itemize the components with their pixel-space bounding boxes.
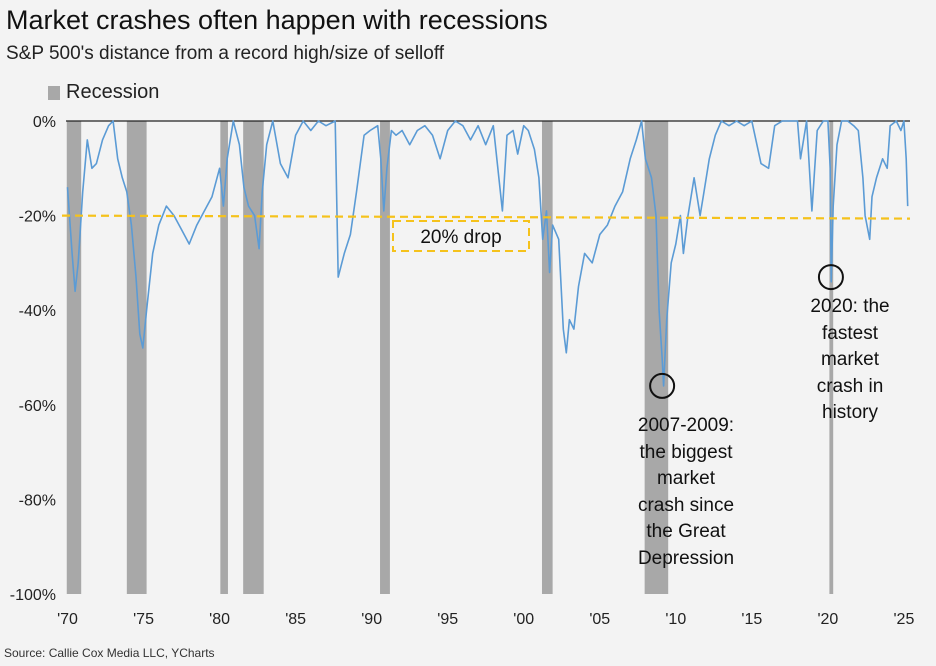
y-tick-label: -80% (19, 492, 56, 509)
annotation-marker (649, 372, 676, 399)
y-tick-label: -40% (19, 303, 56, 320)
x-tick-label: '90 (361, 611, 382, 628)
chart-subtitle: S&P 500's distance from a record high/si… (6, 43, 445, 64)
y-tick-label: -100% (10, 587, 56, 604)
recession-bar (380, 121, 390, 594)
threshold-label: 20% drop (420, 227, 501, 248)
recession-swatch (48, 85, 60, 100)
y-tick-label: -20% (19, 209, 56, 226)
series-line (66, 120, 909, 387)
annotation-line: 2020: the (810, 296, 890, 317)
recession-bar (126, 121, 147, 594)
annotation-line: the Great (646, 521, 726, 542)
annotation-line: fastest (822, 322, 878, 344)
x-tick-label: '75 (133, 611, 154, 628)
annotation-line: crash in (816, 375, 884, 397)
recession-bar (243, 121, 264, 594)
x-tick-label: '85 (285, 611, 306, 628)
annotation-line: history (822, 402, 878, 423)
legend-label-recession: Recession (66, 81, 160, 103)
source-note: Source: Callie Cox Media LLC, YCharts (4, 646, 215, 660)
x-tick-label: '80 (209, 611, 230, 628)
threshold-label-box (392, 220, 530, 252)
x-tick-label: '05 (589, 611, 610, 628)
annotation-line: market (656, 468, 716, 489)
annotation-2007-2009: 2007-2009: the biggest market crash sinc… (608, 413, 764, 572)
legend: Recession (48, 81, 159, 104)
recession-bar (644, 121, 669, 594)
chart-title: Market crashes often happen with recessi… (6, 5, 548, 35)
x-tick-label: '15 (741, 611, 762, 628)
annotation-marker (817, 264, 844, 291)
recession-bar (220, 121, 228, 594)
threshold-line (61, 214, 911, 220)
x-tick-label: '70 (57, 611, 78, 628)
recession-bar (66, 121, 82, 594)
annotation-line: market (820, 349, 880, 370)
y-tick-label: 0% (33, 114, 56, 131)
annotation-line: 2007-2009: (637, 415, 735, 436)
x-tick-label: '10 (665, 611, 686, 628)
x-tick-label: '95 (437, 611, 458, 628)
annotation-line: Depression (637, 547, 735, 569)
x-tick-label: '20 (817, 611, 838, 628)
recession-bar (541, 121, 553, 594)
annotation-line: the biggest (639, 441, 733, 463)
y-tick-label: -60% (19, 398, 56, 415)
x-tick-label: '00 (513, 611, 534, 628)
annotation-line: crash since (637, 494, 735, 516)
recession-bar (829, 121, 834, 594)
x-tick-label: '25 (893, 611, 914, 628)
annotation-2020: 2020: the fastest market crash in histor… (790, 294, 910, 427)
